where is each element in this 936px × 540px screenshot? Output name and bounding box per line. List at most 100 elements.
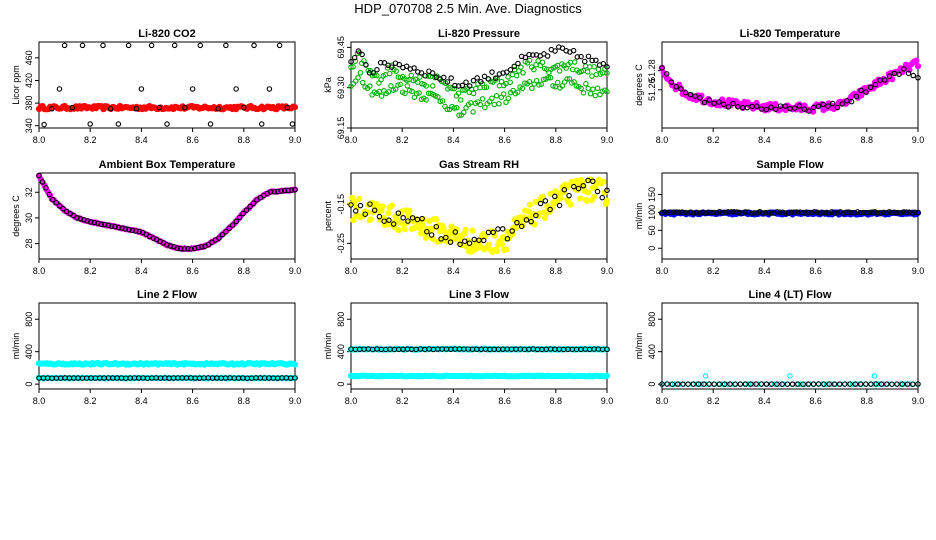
- data-point: [435, 94, 441, 100]
- data-point: [174, 245, 181, 251]
- x-tick-label: 8.0: [656, 135, 669, 145]
- data-point: [547, 190, 554, 197]
- x-tick-label: 9.0: [912, 396, 925, 406]
- data-point: [593, 57, 599, 64]
- data-point: [866, 209, 872, 216]
- data-point: [50, 196, 56, 203]
- data-point: [503, 99, 509, 106]
- x-tick-label: 8.0: [345, 266, 358, 276]
- data-point: [133, 106, 140, 112]
- data-point: [685, 381, 691, 387]
- data-point: [156, 104, 163, 111]
- data-point: [167, 243, 174, 249]
- x-tick-label: 8.2: [396, 396, 409, 406]
- data-point: [535, 58, 541, 64]
- data-point: [544, 53, 551, 59]
- y-axis-label: ml/min: [11, 333, 21, 360]
- data-point: [425, 73, 432, 79]
- data-point: [886, 209, 892, 215]
- data-point: [495, 226, 501, 232]
- chart-title: Line 4 (LT) Flow: [749, 289, 832, 301]
- data-point: [41, 121, 47, 128]
- data-point: [371, 207, 378, 214]
- data-point: [404, 83, 411, 89]
- data-point: [466, 83, 473, 89]
- data-point: [843, 209, 849, 215]
- x-tick-label: 8.6: [498, 396, 511, 406]
- data-point: [852, 381, 859, 387]
- data-point: [817, 210, 823, 216]
- data-point: [223, 229, 229, 235]
- data-point: [129, 227, 136, 234]
- series-line4-spikes: [702, 373, 878, 379]
- data-point: [181, 246, 188, 252]
- data-point: [753, 381, 759, 387]
- x-tick-label: 8.8: [861, 396, 874, 406]
- data-point: [883, 381, 890, 387]
- x-tick-label: 8.2: [84, 266, 97, 276]
- data-point: [518, 223, 525, 230]
- data-point: [803, 210, 809, 216]
- data-point: [742, 381, 749, 387]
- figure-title: HDP_070708 2.5 Min. Ave. Diagnostics: [354, 1, 582, 16]
- data-point: [774, 209, 780, 215]
- data-point: [466, 240, 473, 246]
- x-tick-label: 8.2: [396, 266, 409, 276]
- data-point: [268, 189, 274, 195]
- data-point: [482, 104, 488, 111]
- data-point: [664, 381, 670, 387]
- data-point: [188, 246, 194, 252]
- data-point: [278, 188, 284, 194]
- plot-frame: [38, 172, 296, 260]
- series-line2-raw: [36, 375, 298, 381]
- y-tick-label: 800: [336, 312, 346, 327]
- x-tick-label: 8.0: [33, 135, 46, 145]
- data-point: [429, 83, 436, 89]
- x-tick-label: 9.0: [289, 396, 302, 406]
- data-point: [229, 222, 236, 228]
- data-point: [451, 105, 458, 111]
- data-point: [711, 209, 717, 216]
- x-tick-label: 8.0: [345, 135, 358, 145]
- data-point: [570, 47, 577, 54]
- data-point: [692, 93, 698, 99]
- data-point: [587, 90, 594, 97]
- series-pressure-a: [348, 49, 610, 103]
- data-point: [60, 205, 66, 212]
- x-tick-label: 8.4: [135, 266, 148, 276]
- data-point: [478, 78, 484, 85]
- data-point: [374, 72, 380, 79]
- data-point: [889, 209, 895, 216]
- data-point: [874, 210, 881, 216]
- data-point: [241, 104, 247, 111]
- x-tick-label: 9.0: [289, 135, 302, 145]
- data-point: [529, 85, 535, 92]
- data-point: [460, 109, 467, 116]
- plot-frame: [38, 302, 296, 390]
- data-point: [505, 74, 511, 80]
- data-point: [552, 188, 559, 195]
- data-point: [587, 64, 593, 70]
- data-point: [559, 45, 566, 51]
- data-point: [915, 209, 921, 216]
- y-tick-label: 28: [24, 239, 34, 249]
- y-axis-label: degrees C: [634, 64, 644, 106]
- x-tick-label: 8.6: [809, 135, 822, 145]
- data-point: [708, 209, 714, 216]
- x-tick-label: 8.4: [758, 396, 771, 406]
- data-point: [437, 98, 443, 105]
- data-point: [385, 210, 392, 217]
- data-point: [379, 203, 386, 210]
- data-point: [737, 381, 744, 387]
- x-tick-label: 8.0: [656, 266, 669, 276]
- data-point: [459, 82, 466, 89]
- data-point: [419, 221, 426, 228]
- y-tick-label: 50: [647, 225, 657, 235]
- data-point: [443, 234, 449, 241]
- data-point: [474, 75, 480, 81]
- x-tick-label: 8.4: [135, 135, 148, 145]
- data-point: [522, 80, 528, 86]
- data-point: [53, 200, 60, 206]
- data-point: [836, 381, 843, 387]
- data-point: [119, 225, 125, 231]
